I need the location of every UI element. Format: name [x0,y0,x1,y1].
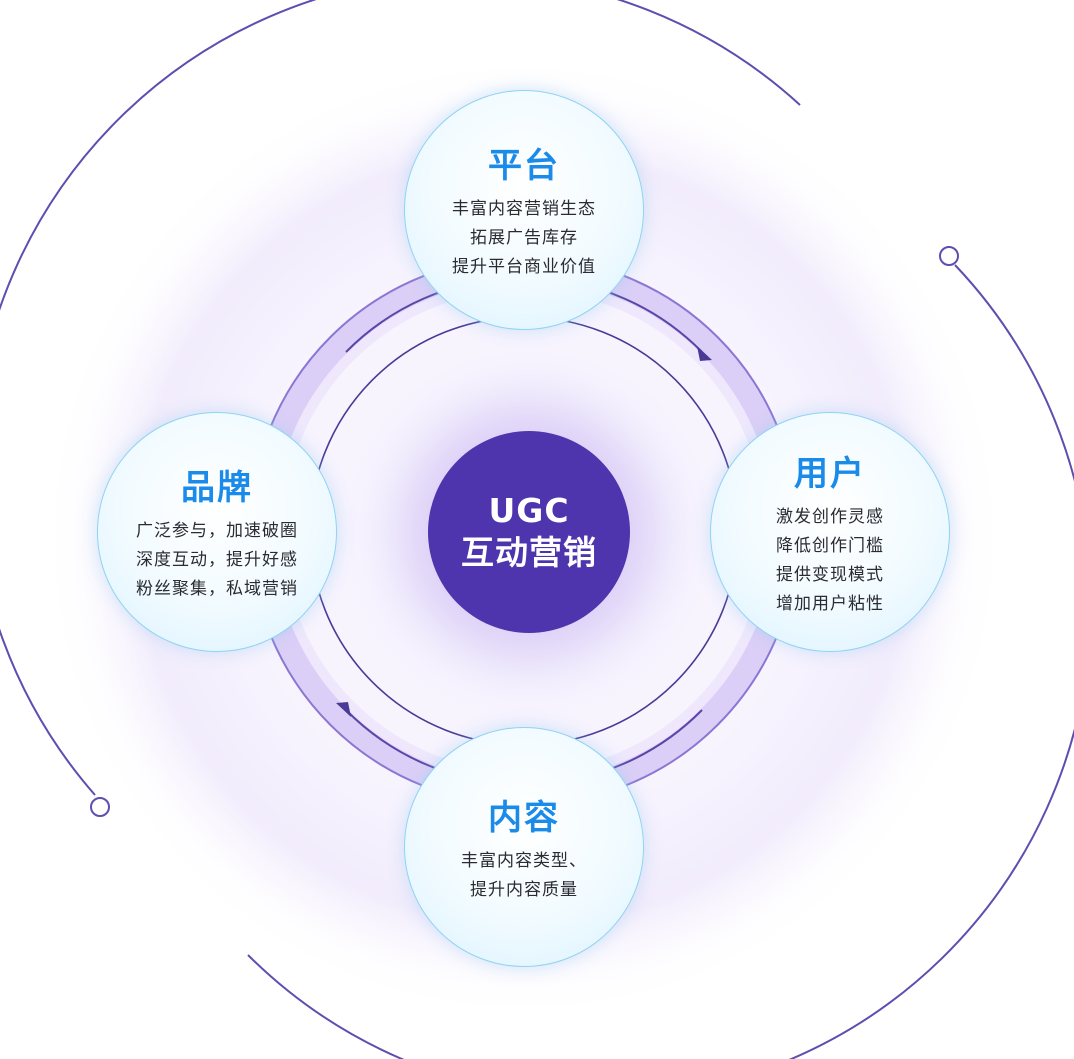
node-brand-title: 品牌 [181,468,253,508]
center-title-line2: 互动营销 [461,533,597,572]
node-platform: 平台 丰富内容营销生态 拓展广告库存 提升平台商业价值 [404,90,644,330]
node-user-line: 激发创作灵感 [776,506,884,527]
node-content-title: 内容 [488,797,560,838]
node-user-line: 增加用户粘性 [776,593,884,614]
counterclockwise-arrow-icon [336,702,351,717]
node-user-line: 提供变现模式 [776,564,884,585]
outer-orbit-arc-right [247,264,1074,1059]
orbit-dot-top-right-icon [939,246,959,266]
node-platform-line: 丰富内容营销生态 [452,199,596,219]
node-platform-line: 提升平台商业价值 [452,257,596,277]
node-content-line: 丰富内容类型、 [461,850,587,871]
node-platform-line: 拓展广告库存 [470,228,578,248]
node-content-line: 提升内容质量 [470,879,578,900]
node-platform-title: 平台 [488,146,560,186]
node-content: 内容 丰富内容类型、 提升内容质量 [404,727,644,967]
clockwise-arrow-icon [697,346,712,361]
node-user-title: 用户 [794,453,866,494]
node-brand-line: 深度互动，提升好感 [136,550,298,570]
node-brand: 品牌 广泛参与，加速破圈 深度互动，提升好感 粉丝聚集，私域营销 [97,412,337,652]
outer-orbit-arc-left [0,0,801,796]
node-brand-line: 广泛参与，加速破圈 [136,521,298,541]
node-user: 用户 激发创作灵感 降低创作门槛 提供变现模式 增加用户粘性 [710,412,950,652]
node-user-line: 降低创作门槛 [776,535,884,556]
node-brand-line: 粉丝聚集，私域营销 [136,579,298,599]
center-node: UGC 互动营销 [428,431,630,633]
center-title-line1: UGC [488,491,570,530]
orbit-dot-bottom-left-icon [90,797,110,817]
